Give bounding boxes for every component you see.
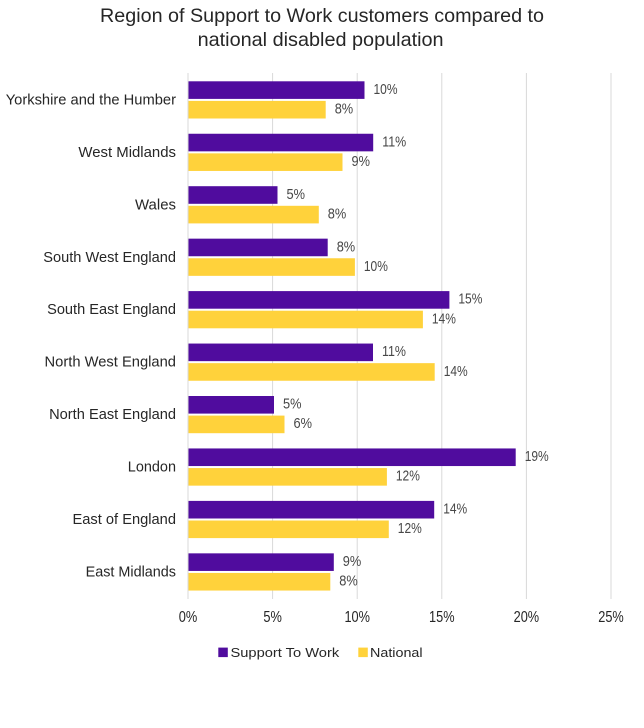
svg-text:Wales: Wales [135, 196, 176, 213]
svg-text:19%: 19% [525, 448, 549, 465]
svg-text:14%: 14% [444, 363, 468, 380]
svg-text:Yorkshire and the Humber: Yorkshire and the Humber [6, 91, 176, 108]
svg-text:11%: 11% [382, 133, 406, 150]
svg-text:15%: 15% [429, 609, 455, 626]
svg-text:South West England: South West England [43, 249, 176, 266]
svg-text:9%: 9% [352, 153, 371, 170]
svg-text:8%: 8% [328, 205, 347, 222]
svg-text:5%: 5% [283, 396, 302, 413]
svg-text:10%: 10% [364, 258, 388, 275]
svg-text:North East England: North East England [49, 406, 176, 423]
svg-text:15%: 15% [458, 291, 482, 308]
svg-text:9%: 9% [343, 553, 362, 570]
svg-text:20%: 20% [514, 609, 540, 626]
svg-text:12%: 12% [398, 520, 422, 537]
svg-text:5%: 5% [287, 186, 306, 203]
svg-text:Support To Work: Support To Work [231, 645, 340, 660]
svg-text:6%: 6% [294, 415, 313, 432]
svg-text:8%: 8% [335, 101, 354, 118]
svg-text:11%: 11% [382, 343, 406, 360]
svg-text:London: London [128, 459, 176, 476]
svg-text:8%: 8% [337, 238, 356, 255]
svg-text:North West England: North West England [45, 354, 177, 371]
svg-text:14%: 14% [443, 501, 467, 518]
svg-text:Region of Support to Work cust: Region of Support to Work customers comp… [100, 5, 544, 27]
svg-text:East Midlands: East Midlands [86, 563, 176, 580]
svg-text:14%: 14% [432, 310, 456, 327]
svg-text:8%: 8% [339, 573, 358, 590]
svg-text:National: National [370, 645, 423, 660]
svg-text:East of England: East of England [73, 511, 177, 528]
svg-text:0%: 0% [179, 609, 198, 626]
svg-text:10%: 10% [344, 609, 370, 626]
svg-text:12%: 12% [396, 468, 420, 485]
svg-text:West Midlands: West Midlands [78, 144, 176, 161]
svg-text:South East England: South East England [47, 301, 176, 318]
svg-text:10%: 10% [374, 81, 398, 98]
svg-text:national disabled population: national disabled population [198, 29, 444, 51]
svg-text:25%: 25% [598, 609, 624, 626]
svg-text:5%: 5% [263, 609, 282, 626]
